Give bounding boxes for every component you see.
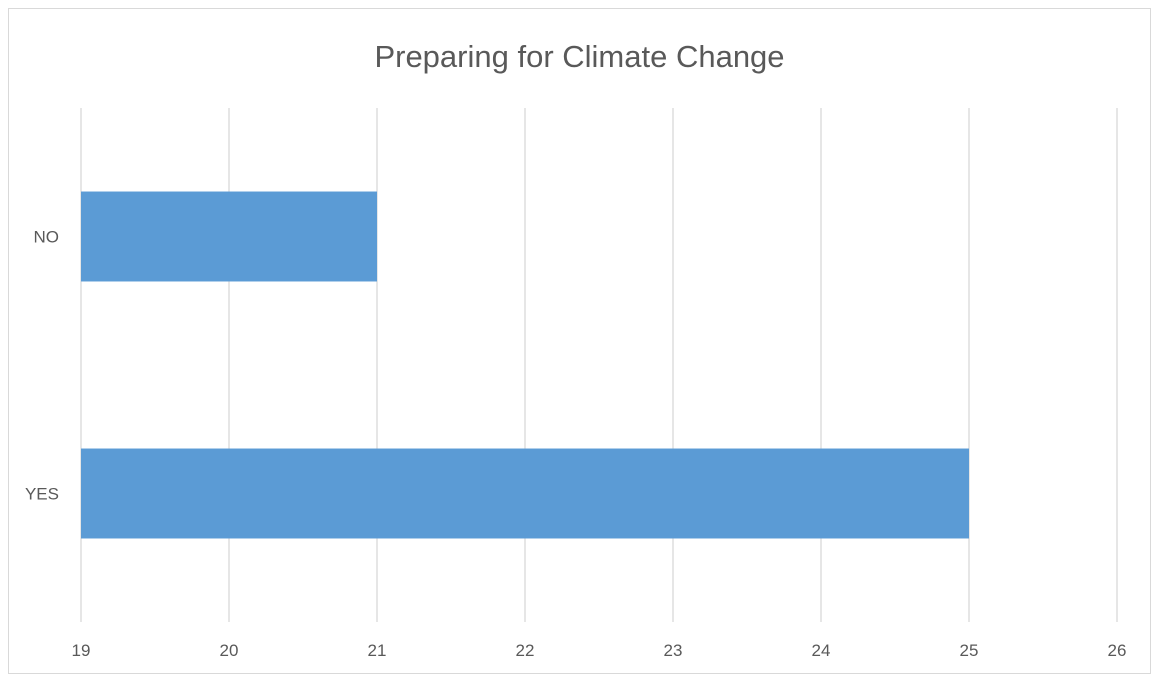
- x-tick-label-22: 22: [516, 641, 535, 660]
- bars: [81, 191, 969, 539]
- x-tick-label-25: 25: [960, 641, 979, 660]
- bar-yes: [81, 448, 969, 539]
- chart-title: Preparing for Climate Change: [374, 39, 785, 74]
- x-tick-label-24: 24: [812, 641, 831, 660]
- x-tick-label-19: 19: [72, 641, 91, 660]
- y-category-label-yes: YES: [25, 485, 59, 504]
- bar-no: [81, 191, 377, 282]
- y-axis-category-labels: YES NO: [25, 228, 59, 504]
- x-tick-label-23: 23: [664, 641, 683, 660]
- x-tick-label-20: 20: [220, 641, 239, 660]
- chart-frame: Preparing for Climate Change: [8, 8, 1151, 674]
- x-axis-tick-labels: 19 20 21 22 23 24 25 26: [72, 641, 1127, 660]
- y-category-label-no: NO: [34, 228, 60, 247]
- x-tick-label-21: 21: [368, 641, 387, 660]
- x-tick-label-26: 26: [1108, 641, 1127, 660]
- gridlines: [80, 108, 1118, 622]
